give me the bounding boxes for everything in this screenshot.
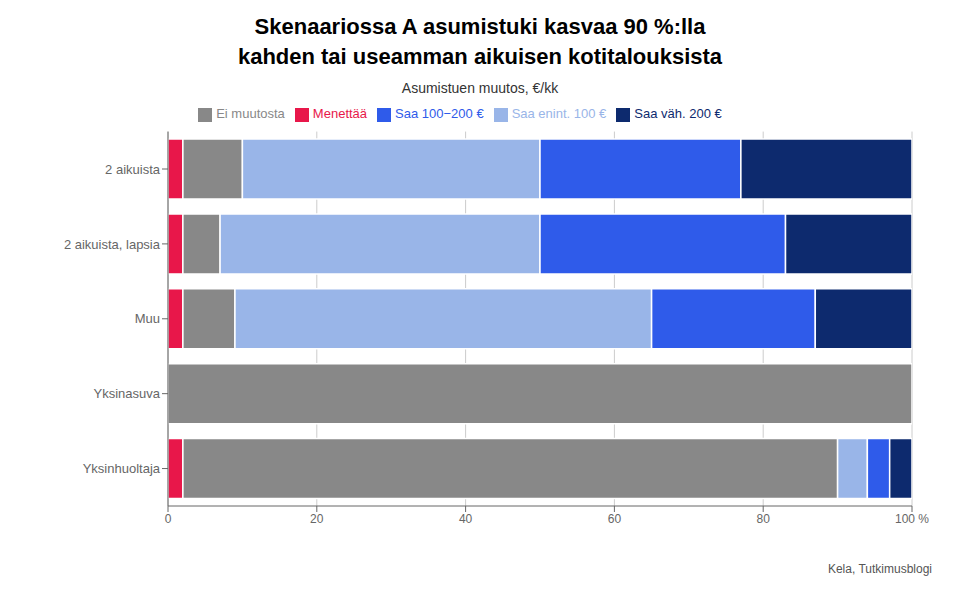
html-text:Saa väh. 200 €: Saa väh. 200 € (634, 106, 722, 121)
html-text:Asumistuen muutos, €/kk: Asumistuen muutos, €/kk (401, 80, 559, 96)
html-text:kahden tai useamman aikuisen k: kahden tai useamman aikuisen kotitalouks… (237, 44, 723, 69)
svg-text:60: 60 (608, 512, 622, 526)
html-text:Saa enint. 100 €: Saa enint. 100 € (511, 106, 607, 121)
html-text:Kela, Tutkimusblogi: Kela, Tutkimusblogi (827, 562, 932, 576)
svg-text:0: 0 (165, 512, 172, 526)
svg-text:Muu: Muu (135, 311, 160, 326)
svg-text:Yksinhuoltaja: Yksinhuoltaja (83, 461, 161, 476)
svg-text:40: 40 (459, 512, 473, 526)
svg-text:2 aikuista: 2 aikuista (105, 162, 161, 177)
svg-text:20: 20 (310, 512, 324, 526)
svg-text:Yksinasuva: Yksinasuva (94, 386, 161, 401)
html-text:Skenaariossa A asumistuki kasv: Skenaariossa A asumistuki kasvaa 90 %:ll… (254, 14, 706, 39)
html-text:Menettää: Menettää (312, 106, 368, 121)
svg-text:80: 80 (757, 512, 771, 526)
svg-text:100 %: 100 % (895, 512, 929, 526)
svg-text:2 aikuista, lapsia: 2 aikuista, lapsia (64, 237, 161, 252)
html-text:Saa 100−200 €: Saa 100−200 € (395, 106, 484, 121)
html-text:Ei muutosta: Ei muutosta (216, 106, 285, 121)
